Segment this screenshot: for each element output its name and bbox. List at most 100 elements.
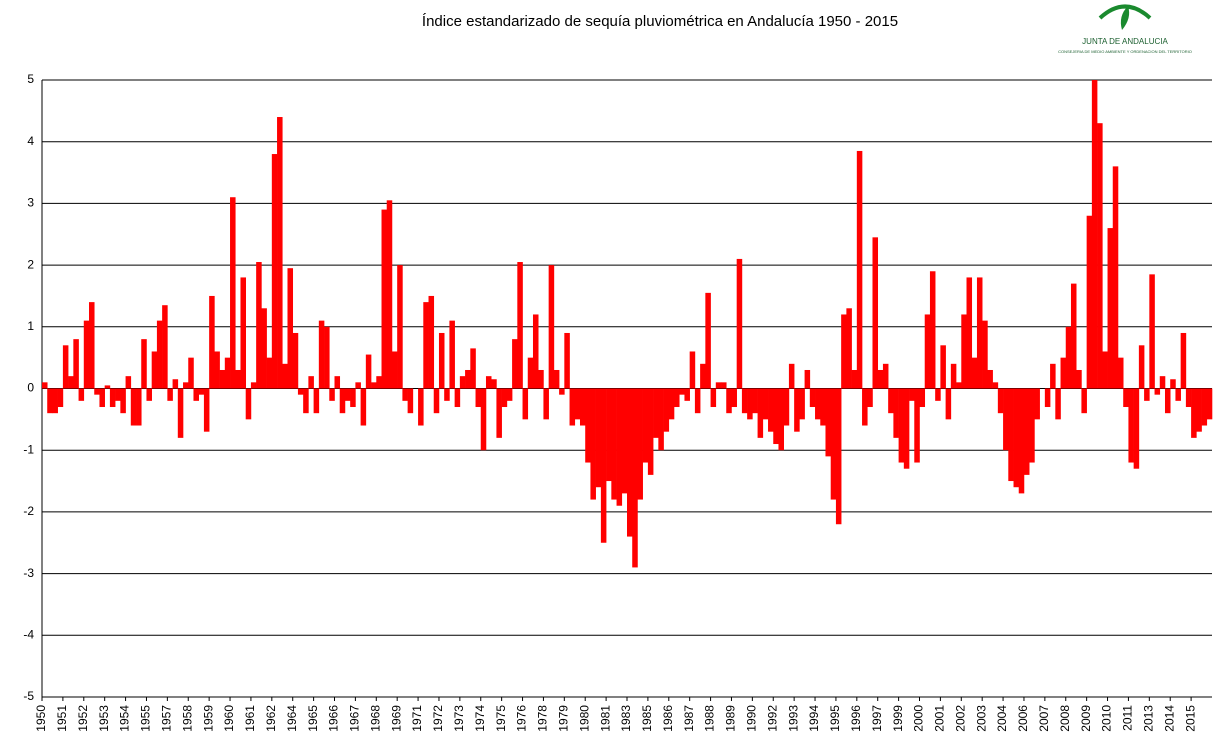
- bar: [344, 388, 351, 401]
- bar: [1044, 388, 1051, 408]
- bar: [512, 339, 518, 389]
- bar: [214, 351, 220, 389]
- bar: [559, 388, 565, 395]
- bar: [1029, 388, 1035, 463]
- x-tick-label: 2002: [953, 705, 967, 732]
- x-tick-label: 1993: [786, 705, 800, 732]
- bar: [47, 388, 53, 414]
- bar: [762, 388, 769, 420]
- bar: [757, 388, 764, 438]
- bar: [841, 314, 847, 389]
- x-tick-label: 1971: [410, 705, 424, 732]
- bar: [1133, 388, 1140, 469]
- bar: [57, 388, 64, 408]
- x-tick-label: 1987: [682, 705, 696, 732]
- x-tick-label: 2008: [1058, 705, 1072, 732]
- x-tick-label: 2013: [1141, 705, 1155, 732]
- bar: [919, 388, 926, 408]
- bar: [783, 388, 790, 426]
- bar: [606, 388, 612, 482]
- bar: [496, 388, 502, 438]
- bar: [616, 388, 623, 506]
- x-tick-label: 1960: [222, 705, 236, 732]
- bar: [569, 388, 576, 426]
- bar: [956, 382, 962, 389]
- bar: [78, 388, 85, 401]
- bar: [324, 326, 330, 389]
- bar: [731, 388, 737, 408]
- logo: JUNTA DE ANDALUCIA CONSEJERIA DE MEDIO A…: [1058, 4, 1192, 54]
- bar: [1076, 369, 1082, 389]
- bar: [506, 388, 513, 401]
- y-tick-label: -3: [23, 566, 34, 580]
- bar: [867, 388, 873, 408]
- bar: [976, 277, 983, 389]
- bar: [89, 302, 95, 389]
- bar: [146, 388, 152, 401]
- bar: [862, 388, 868, 426]
- bar: [1191, 388, 1197, 438]
- bar: [224, 357, 231, 389]
- x-tick-label: 1996: [849, 705, 863, 732]
- bar: [627, 388, 633, 537]
- bar: [820, 388, 826, 426]
- y-tick-label: -5: [23, 689, 34, 703]
- bar: [1138, 345, 1145, 389]
- bar: [1050, 363, 1056, 389]
- x-tick-label: 1974: [473, 705, 487, 732]
- bar: [355, 382, 361, 389]
- bar: [700, 363, 706, 389]
- bar: [109, 388, 116, 408]
- bar: [600, 388, 607, 543]
- bar: [553, 369, 560, 389]
- bar: [130, 388, 137, 426]
- bar: [334, 376, 341, 389]
- y-tick-label: 2: [27, 257, 34, 271]
- bar: [653, 388, 659, 438]
- bar: [444, 388, 450, 401]
- bar: [42, 382, 48, 389]
- bar: [1013, 388, 1020, 488]
- bar: [1180, 332, 1187, 389]
- bar: [1170, 379, 1176, 389]
- x-tick-label: 1975: [494, 705, 508, 732]
- chart-title: Índice estandarizado de sequía pluviomét…: [422, 13, 898, 30]
- bar: [167, 388, 173, 401]
- bar: [893, 388, 899, 438]
- bar: [1086, 215, 1093, 389]
- x-tick-label: 1967: [348, 705, 362, 732]
- x-tick-label: 2010: [1100, 705, 1114, 732]
- x-tick-label: 2001: [933, 705, 947, 732]
- bar: [914, 388, 920, 463]
- bar: [162, 305, 168, 389]
- bar: [1003, 388, 1009, 451]
- bar: [736, 258, 743, 389]
- bar: [679, 388, 685, 395]
- bar: [935, 388, 941, 401]
- bar: [329, 388, 335, 401]
- bar: [407, 388, 414, 414]
- bar: [418, 388, 424, 426]
- bar: [350, 388, 356, 408]
- bar: [945, 388, 952, 420]
- bar: [663, 388, 670, 432]
- bar: [94, 388, 100, 395]
- y-tick-label: 4: [27, 134, 34, 148]
- y-tick-label: 0: [27, 381, 34, 395]
- bar: [710, 388, 717, 408]
- bar: [1008, 388, 1014, 482]
- x-tick-label: 1955: [139, 705, 153, 732]
- x-tick-label: 1994: [807, 705, 821, 732]
- bar: [256, 262, 262, 389]
- x-tick-label: 1978: [536, 705, 550, 732]
- x-tick-label: 1954: [118, 705, 132, 732]
- bar: [658, 388, 664, 451]
- bar: [721, 382, 727, 389]
- bar: [125, 376, 132, 389]
- bar: [339, 388, 346, 414]
- bar: [120, 388, 126, 414]
- x-tick-label: 1965: [306, 705, 320, 732]
- x-tick-label: 2006: [1016, 705, 1030, 732]
- bar: [1206, 388, 1213, 420]
